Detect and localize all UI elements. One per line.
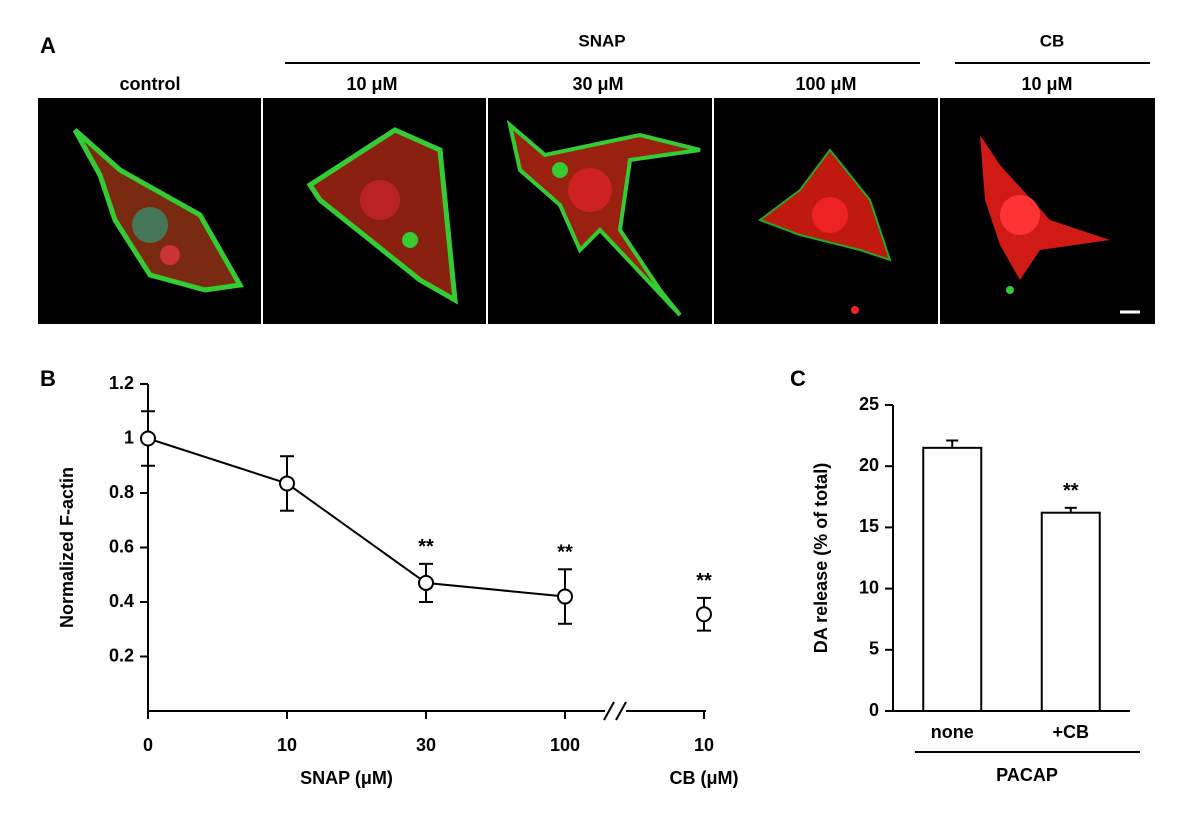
y-tick-label: 20: [859, 455, 879, 475]
y-tick-label: 25: [859, 394, 879, 414]
panel-letter: B: [40, 366, 56, 391]
y-tick-label: 0.2: [109, 645, 134, 665]
point: [140, 430, 156, 447]
group-label: PACAP: [996, 765, 1058, 785]
point: [279, 475, 295, 492]
cell-snap10: [306, 127, 458, 305]
y-axis-label: DA release (% of total): [811, 463, 831, 653]
panel-letter: C: [790, 366, 806, 391]
x-group-label: SNAP (μM): [300, 768, 393, 788]
y-tick-label: 0.8: [109, 482, 134, 502]
annotation: **: [1063, 480, 1079, 502]
y-tick-label: 0.4: [109, 591, 134, 611]
cell-control: [72, 128, 244, 293]
x-tick-label: 0: [143, 735, 153, 755]
x-tick-label: 10: [694, 735, 714, 755]
point: [696, 606, 712, 623]
cell-cb: [980, 135, 1110, 294]
micrographs: [38, 98, 1155, 324]
image-label: 10 μM: [346, 74, 397, 94]
x-group-label: CB (μM): [670, 768, 739, 788]
bar: [922, 446, 983, 712]
panel-letter: A: [40, 33, 56, 58]
y-tick-label: 15: [859, 516, 879, 536]
bar: [1040, 511, 1101, 712]
y-tick-label: 1.2: [109, 373, 134, 393]
y-tick-label: 0: [869, 700, 879, 720]
image-label: control: [120, 74, 181, 94]
axis-break: [615, 701, 627, 721]
cell-snap30: [506, 119, 701, 317]
point: [557, 588, 573, 605]
point: [418, 574, 434, 591]
annotation: **: [696, 570, 712, 592]
x-tick-label: 100: [550, 735, 580, 755]
image-label: 30 μM: [572, 74, 623, 94]
line: [147, 437, 566, 598]
image-label: 100 μM: [795, 74, 856, 94]
cell-snap100: [757, 148, 892, 314]
x-tick-label: 30: [416, 735, 436, 755]
y-tick-label: 5: [869, 639, 879, 659]
group-label: SNAP: [578, 31, 625, 50]
x-tick-label: none: [931, 722, 974, 742]
x-tick-label: +CB: [1052, 722, 1089, 742]
x-tick-label: 10: [277, 735, 297, 755]
group-label: CB: [1040, 31, 1065, 50]
y-tick-label: 10: [859, 577, 879, 597]
y-tick-label: 1: [124, 427, 134, 447]
axis-break: [603, 701, 615, 721]
image-label: 10 μM: [1021, 74, 1072, 94]
annotation: **: [557, 542, 573, 564]
y-axis-label: Normalized F-actin: [57, 467, 77, 628]
y-tick-label: 0.6: [109, 536, 134, 556]
annotation: **: [418, 536, 434, 558]
